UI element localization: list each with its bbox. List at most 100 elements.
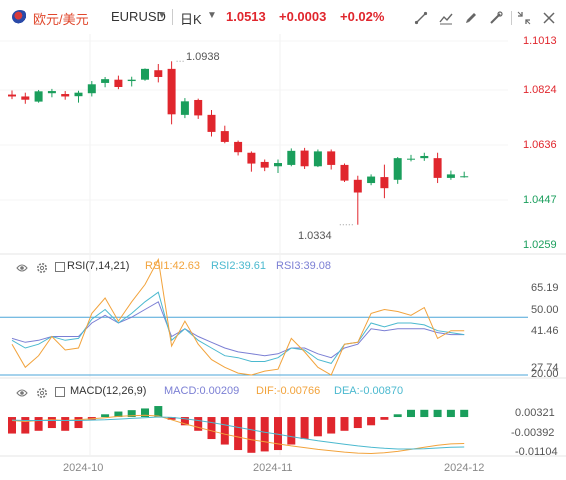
- candle-body: [460, 176, 469, 178]
- price-change-pct: +0.02%: [340, 9, 385, 24]
- macd-bar: [74, 417, 83, 429]
- price-tick: 1.1013: [523, 35, 557, 47]
- rsi2-line: [11, 291, 465, 364]
- macd-bar: [101, 414, 110, 418]
- candle-body: [260, 161, 269, 168]
- candle-body: [287, 150, 296, 165]
- gear-icon[interactable]: [36, 261, 48, 273]
- macd-bar: [61, 417, 70, 431]
- price-tick: 1.0259: [523, 239, 557, 251]
- macd-bar: [47, 417, 56, 429]
- macd-bar: [8, 417, 16, 434]
- macd-bar: [367, 417, 376, 426]
- candle-body: [154, 70, 163, 77]
- eye-icon[interactable]: [16, 386, 28, 398]
- pencil-icon[interactable]: [462, 9, 480, 27]
- macd-bar: [21, 417, 30, 434]
- macd-bar: [207, 417, 216, 440]
- rsi2-value: RSI2:39.61: [211, 260, 267, 272]
- rsi1-line: [11, 257, 465, 376]
- gear-icon[interactable]: [36, 386, 48, 398]
- candle-body: [74, 92, 83, 97]
- candle-body: [8, 94, 16, 97]
- period-selector[interactable]: 日K: [180, 12, 202, 27]
- macd-bar: [460, 409, 469, 418]
- candle-body: [433, 158, 442, 178]
- dea-value: DEA:-0.00870: [334, 385, 404, 397]
- macd-label: MACD(12,26,9): [70, 385, 147, 397]
- toolbar-divider: [511, 11, 512, 25]
- symbol-dropdown-icon[interactable]: ▼: [157, 10, 167, 21]
- macd-bar: [353, 417, 362, 429]
- rsi3-line: [11, 301, 465, 359]
- candle-body: [87, 84, 96, 94]
- pair-name[interactable]: 欧元/美元: [33, 12, 89, 27]
- candle-body: [101, 79, 110, 83]
- macd-tick: 0.00321: [515, 407, 555, 419]
- price-tick: 1.0824: [523, 84, 557, 96]
- candle-body: [141, 68, 149, 80]
- candle-body: [393, 158, 402, 180]
- currency-flag-icon: [12, 10, 28, 24]
- rsi-tick: 50.00: [531, 304, 559, 316]
- compress-icon[interactable]: [515, 9, 533, 27]
- candle-body: [353, 179, 362, 193]
- grid-icon[interactable]: [55, 262, 65, 272]
- dif-line: [11, 414, 465, 455]
- candle-body: [420, 155, 429, 159]
- x-axis-label: 2024-12: [444, 462, 485, 474]
- macd-tick: -0.00392: [511, 427, 555, 439]
- macd-bar: [167, 417, 176, 420]
- macd-bar: [34, 417, 43, 431]
- rsi-tick: 41.46: [531, 325, 559, 337]
- candle-body: [340, 164, 349, 181]
- pair-symbol[interactable]: EURUSD: [111, 9, 166, 24]
- dea-line: [11, 416, 465, 450]
- rsi-tick: 20.00: [531, 368, 559, 380]
- macd-bar: [260, 417, 269, 452]
- candle-body: [194, 99, 203, 116]
- period-dropdown-icon[interactable]: ▼: [207, 10, 217, 21]
- candle-body: [47, 91, 56, 94]
- rsi1-value: RSI1:42.63: [145, 260, 201, 272]
- candle-body: [327, 151, 336, 165]
- macd-bar: [220, 417, 229, 445]
- candle-body: [34, 91, 43, 102]
- macd-bar: [274, 417, 282, 451]
- settings-icon[interactable]: [487, 9, 505, 27]
- candle-body: [247, 152, 256, 164]
- x-axis-label: 2024-11: [253, 462, 293, 474]
- candle-body: [127, 79, 136, 82]
- macd-tick: -0.01104: [515, 446, 558, 458]
- candle-body: [220, 131, 229, 142]
- rsi-tick: 27.74: [531, 362, 559, 374]
- macd-bar: [340, 417, 349, 431]
- macd-bar: [420, 409, 429, 418]
- close-icon[interactable]: [540, 9, 558, 27]
- candle-body: [313, 151, 322, 167]
- eye-icon[interactable]: [16, 261, 28, 273]
- last-price: 1.0513: [226, 9, 266, 24]
- macd-bar: [313, 417, 322, 437]
- grid-icon[interactable]: [55, 387, 65, 397]
- rsi3-value: RSI3:39.08: [276, 260, 332, 272]
- candle-body: [167, 68, 176, 115]
- draw-line-icon[interactable]: [412, 9, 430, 27]
- candle-body: [207, 114, 216, 132]
- indicator-icon[interactable]: [437, 9, 455, 27]
- candle-body: [380, 177, 389, 189]
- candle-body: [21, 96, 30, 100]
- candle-body: [114, 79, 123, 87]
- candle-body: [274, 163, 282, 167]
- rsi-label: RSI(7,14,21): [67, 260, 130, 272]
- dif-value: DIF:-0.00766: [256, 385, 321, 397]
- price-tick: 1.0447: [523, 194, 557, 206]
- price-change: +0.0003: [279, 9, 327, 24]
- macd-bar: [287, 417, 296, 445]
- macd-bar: [407, 409, 415, 418]
- chart-header: 欧元/美元 EURUSD ▼ 日K ▼ 1.0513 +0.0003 +0.02…: [0, 0, 566, 34]
- macd-bar: [114, 411, 123, 418]
- macd-bar: [393, 414, 402, 418]
- macd-bar: [380, 417, 389, 420]
